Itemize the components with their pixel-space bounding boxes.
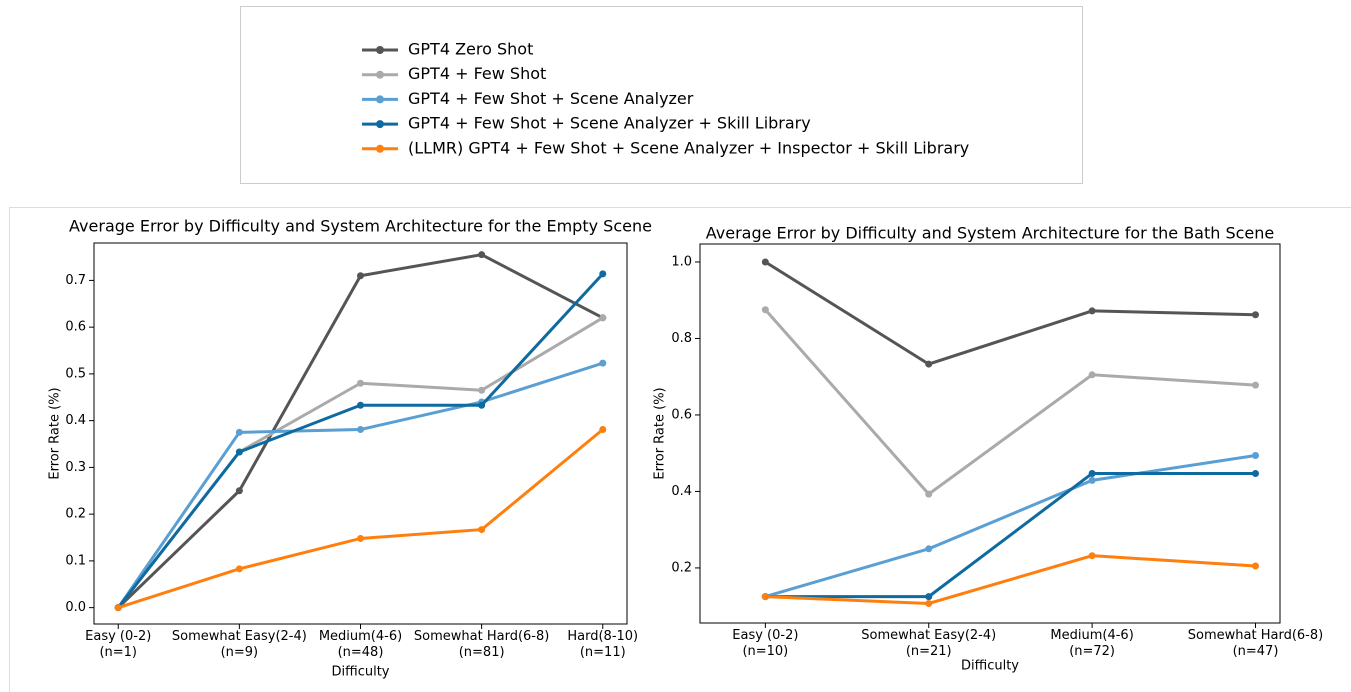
data-point xyxy=(761,306,769,314)
data-point xyxy=(1251,381,1259,389)
data-point xyxy=(357,534,364,542)
data-point xyxy=(1088,307,1096,315)
legend-label: (LLMR) GPT4 + Few Shot + Scene Analyzer … xyxy=(408,138,969,157)
data-point xyxy=(761,593,769,601)
data-point xyxy=(925,593,933,601)
y-tick-label: 0.2 xyxy=(671,560,692,575)
series-line xyxy=(117,428,604,610)
x-tick-label: Easy (0-2) (n=10) xyxy=(732,628,798,659)
data-point xyxy=(1088,552,1096,560)
y-tick-label: 0.6 xyxy=(65,320,86,335)
legend-label: GPT4 Zero Shot xyxy=(408,40,533,59)
y-tick-label: 0.1 xyxy=(65,553,86,568)
legend-marker xyxy=(376,70,384,79)
series-line xyxy=(116,361,604,609)
x-tick-label: Somewhat Easy(2-4) (n=9) xyxy=(172,629,307,660)
data-point xyxy=(235,448,243,456)
chart-title: Average Error by Difficulty and System A… xyxy=(69,217,652,236)
y-tick-label: 0.7 xyxy=(65,273,86,288)
data-point xyxy=(761,258,769,266)
y-tick-label: 0.5 xyxy=(65,366,86,381)
x-tick-label: Somewhat Hard(6-8) (n=81) xyxy=(414,629,549,660)
data-point xyxy=(599,426,607,434)
y-tick-label: 0.8 xyxy=(671,331,692,346)
data-point xyxy=(1251,451,1259,459)
y-tick-label: 0.0 xyxy=(65,600,86,615)
y-tick-label: 0.3 xyxy=(65,460,86,475)
series-line xyxy=(765,554,1256,606)
x-tick-label: Medium(4-6) (n=72) xyxy=(1050,628,1133,659)
y-tick-label: 1.0 xyxy=(671,254,692,269)
data-point xyxy=(478,251,486,259)
legend-label: GPT4 + Few Shot xyxy=(408,64,546,83)
legend-label: GPT4 + Few Shot + Scene Analyzer xyxy=(408,89,694,108)
legend-marker xyxy=(376,120,384,129)
y-tick-label: 0.2 xyxy=(65,507,86,522)
data-point xyxy=(235,565,243,573)
series-line xyxy=(764,260,1256,366)
data-point xyxy=(357,426,364,434)
data-point xyxy=(478,401,486,409)
x-tick-label: Somewhat Easy(2-4) (n=21) xyxy=(861,628,996,659)
legend-marker xyxy=(376,144,384,153)
data-point xyxy=(1088,469,1096,477)
data-point xyxy=(1088,371,1096,379)
data-point xyxy=(599,359,607,367)
legend-box xyxy=(240,6,1083,184)
y-tick-label: 0.6 xyxy=(671,407,692,422)
series-line xyxy=(764,308,1256,497)
x-tick-label: Hard(8-10) (n=11) xyxy=(567,629,638,660)
plot-frame xyxy=(699,243,1281,624)
legend-marker xyxy=(376,46,384,54)
data-point xyxy=(357,272,364,280)
x-axis-label: Difficulty xyxy=(961,659,1019,674)
data-point xyxy=(357,401,364,409)
chart-title: Average Error by Difficulty and System A… xyxy=(706,224,1275,243)
series-line xyxy=(117,272,604,609)
data-point xyxy=(925,599,933,607)
x-axis-label: Difficulty xyxy=(332,665,390,680)
x-tick-label: Easy (0-2) (n=1) xyxy=(85,629,151,660)
data-point xyxy=(1088,476,1096,484)
legend-label: GPT4 + Few Shot + Scene Analyzer + Skill… xyxy=(408,114,811,133)
data-point xyxy=(599,270,607,278)
y-tick-label: 0.4 xyxy=(671,484,692,499)
data-point xyxy=(599,314,607,322)
data-point xyxy=(478,526,486,534)
y-axis-label: Error Rate (%) xyxy=(653,387,668,479)
data-point xyxy=(357,379,364,387)
y-tick-label: 0.4 xyxy=(65,413,86,428)
series-line xyxy=(117,316,604,609)
series-line xyxy=(765,471,1256,599)
data-point xyxy=(235,487,243,495)
data-point xyxy=(235,428,243,436)
data-point xyxy=(925,490,933,498)
legend-marker xyxy=(376,95,384,104)
data-point xyxy=(1251,469,1259,477)
data-point xyxy=(478,386,486,394)
y-axis-label: Error Rate (%) xyxy=(48,387,63,479)
x-tick-label: Somewhat Hard(6-8) (n=47) xyxy=(1188,628,1323,659)
data-point xyxy=(114,604,122,612)
plot-frame xyxy=(93,242,628,625)
data-point xyxy=(925,360,933,368)
x-tick-label: Medium(4-6) (n=48) xyxy=(319,629,402,660)
data-point xyxy=(925,545,933,553)
data-point xyxy=(1251,311,1259,319)
series-line xyxy=(764,454,1256,599)
data-point xyxy=(1251,562,1259,570)
